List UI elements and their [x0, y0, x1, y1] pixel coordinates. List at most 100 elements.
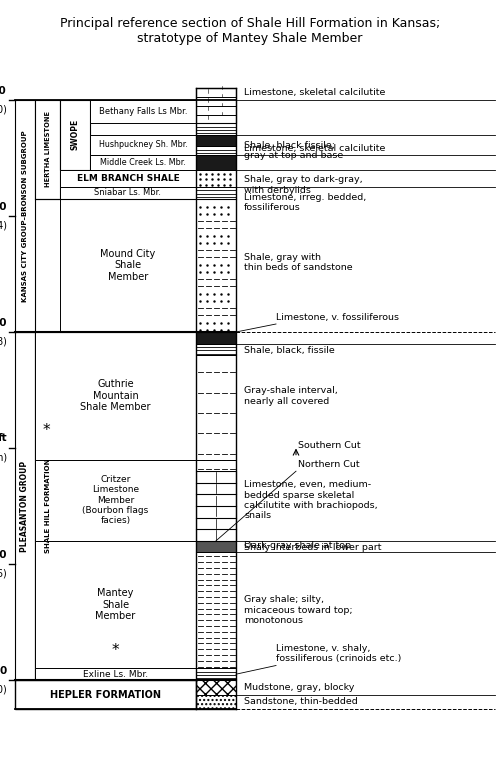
Text: Limestone, skeletal calcilutite: Limestone, skeletal calcilutite — [244, 88, 386, 97]
Text: (m): (m) — [0, 453, 7, 463]
Bar — [196, 694, 236, 709]
Bar — [90, 100, 196, 123]
Bar — [196, 694, 236, 709]
Bar — [196, 552, 236, 668]
Bar — [196, 135, 236, 146]
Bar — [90, 155, 196, 170]
Bar — [196, 199, 236, 332]
Text: (0): (0) — [0, 684, 7, 694]
Text: Bethany Falls Ls Mbr.: Bethany Falls Ls Mbr. — [99, 107, 187, 116]
Text: Exline Ls. Mbr.: Exline Ls. Mbr. — [83, 670, 148, 679]
Bar — [196, 187, 236, 199]
Text: 60: 60 — [0, 318, 7, 328]
Bar — [60, 170, 196, 187]
Text: Middle Creek Ls. Mbr.: Middle Creek Ls. Mbr. — [100, 158, 186, 167]
Bar — [15, 100, 35, 332]
Bar — [35, 459, 196, 541]
Text: 100: 100 — [0, 86, 7, 96]
Bar — [196, 552, 236, 668]
Text: PLEASANTON GROUP: PLEASANTON GROUP — [20, 460, 30, 552]
Text: Limestone, v. fossiliferous: Limestone, v. fossiliferous — [276, 313, 399, 322]
Bar — [35, 332, 196, 459]
Text: Principal reference section of Shale Hill Formation in Kansas;
stratotype of Man: Principal reference section of Shale Hil… — [60, 17, 440, 45]
Bar — [196, 155, 236, 170]
Bar — [196, 668, 236, 680]
Text: Dark-gray shale at top: Dark-gray shale at top — [244, 541, 351, 550]
Text: (24): (24) — [0, 220, 7, 230]
Text: Limestone, even, medium-
bedded sparse skeletal
calcilutite with brachiopods,
sn: Limestone, even, medium- bedded sparse s… — [244, 480, 378, 520]
Bar — [196, 355, 236, 459]
Text: *: * — [112, 643, 120, 658]
Bar — [196, 88, 236, 123]
Text: ELM BRANCH SHALE: ELM BRANCH SHALE — [76, 174, 180, 183]
Text: Limestone, skeletal calcilutite: Limestone, skeletal calcilutite — [244, 144, 386, 153]
Bar — [196, 541, 236, 552]
Text: Shale, gray to dark-gray,
with derbyiids: Shale, gray to dark-gray, with derbyiids — [244, 175, 362, 195]
Bar — [196, 668, 236, 680]
Bar — [196, 471, 236, 541]
Bar — [196, 459, 236, 471]
Text: SWOPE: SWOPE — [70, 119, 80, 150]
Bar — [196, 355, 236, 459]
Bar — [60, 100, 90, 170]
Bar — [35, 100, 60, 199]
Text: HEPLER FORMATION: HEPLER FORMATION — [50, 690, 161, 700]
Bar — [196, 155, 236, 170]
Text: (30): (30) — [0, 104, 7, 114]
Bar — [15, 680, 196, 709]
Bar — [196, 146, 236, 155]
Bar — [196, 680, 236, 694]
Text: HERTHA LIMESTONE: HERTHA LIMESTONE — [44, 111, 51, 187]
Bar — [60, 187, 196, 199]
Bar — [196, 680, 236, 694]
Bar — [35, 541, 196, 668]
Bar — [196, 146, 236, 155]
Bar — [196, 135, 236, 146]
Text: (18): (18) — [0, 336, 7, 346]
Text: Gray shale; silty,
micaceous toward top;
monotonous: Gray shale; silty, micaceous toward top;… — [244, 595, 352, 626]
Text: *: * — [43, 423, 51, 438]
Text: Hushpuckney Sh. Mbr.: Hushpuckney Sh. Mbr. — [98, 140, 188, 149]
Text: ft: ft — [0, 433, 7, 443]
Text: SHALE HILL FORMATION: SHALE HILL FORMATION — [44, 459, 51, 553]
Text: Mound City
Shale
Member: Mound City Shale Member — [100, 248, 156, 282]
Text: 0: 0 — [0, 666, 7, 676]
Text: Northern Cut: Northern Cut — [298, 460, 360, 469]
Bar — [196, 123, 236, 135]
Bar — [196, 541, 236, 552]
Bar — [196, 471, 236, 541]
Text: Mudstone, gray, blocky: Mudstone, gray, blocky — [244, 683, 354, 692]
Text: Gray-shale interval,
nearly all covered: Gray-shale interval, nearly all covered — [244, 386, 338, 405]
Bar — [15, 332, 35, 680]
Text: Sandstone, thin-bedded: Sandstone, thin-bedded — [244, 697, 358, 706]
Bar — [196, 332, 236, 344]
Bar — [60, 199, 196, 332]
Bar — [35, 668, 196, 680]
Bar — [196, 332, 236, 344]
Text: 20: 20 — [0, 550, 7, 560]
Bar — [196, 123, 236, 135]
Bar — [196, 187, 236, 199]
Text: Shale, black fissile;
gray at top and base: Shale, black fissile; gray at top and ba… — [244, 141, 343, 160]
Text: Critzer
Limestone
Member
(Bourbon flags
facies): Critzer Limestone Member (Bourbon flags … — [82, 475, 148, 526]
Bar — [35, 332, 60, 680]
Text: Shale, gray with
thin beds of sandstone: Shale, gray with thin beds of sandstone — [244, 253, 352, 272]
Text: Guthrie
Mountain
Shale Member: Guthrie Mountain Shale Member — [80, 379, 151, 412]
Text: Southern Cut: Southern Cut — [298, 440, 360, 450]
Bar — [90, 135, 196, 155]
Bar — [196, 199, 236, 332]
Text: Shaly interbeds in lower part: Shaly interbeds in lower part — [244, 543, 382, 552]
Text: KANSAS CITY GROUP–BRONSON SUBGROUP: KANSAS CITY GROUP–BRONSON SUBGROUP — [22, 130, 28, 302]
Bar — [196, 344, 236, 355]
Bar — [196, 459, 236, 471]
Text: Limestone, v. shaly,
fossiliferous (crinoids etc.): Limestone, v. shaly, fossiliferous (crin… — [276, 644, 402, 664]
Bar — [196, 344, 236, 355]
Text: Shale, black, fissile: Shale, black, fissile — [244, 346, 335, 354]
Text: Sniabar Ls. Mbr.: Sniabar Ls. Mbr. — [94, 188, 162, 197]
Text: 80: 80 — [0, 202, 7, 212]
Text: (6): (6) — [0, 568, 7, 578]
Bar — [196, 170, 236, 187]
Bar — [196, 170, 236, 187]
Text: Limestone, irreg. bedded,
fossiliferous: Limestone, irreg. bedded, fossiliferous — [244, 193, 366, 212]
Text: Mantey
Shale
Member: Mantey Shale Member — [96, 588, 136, 621]
